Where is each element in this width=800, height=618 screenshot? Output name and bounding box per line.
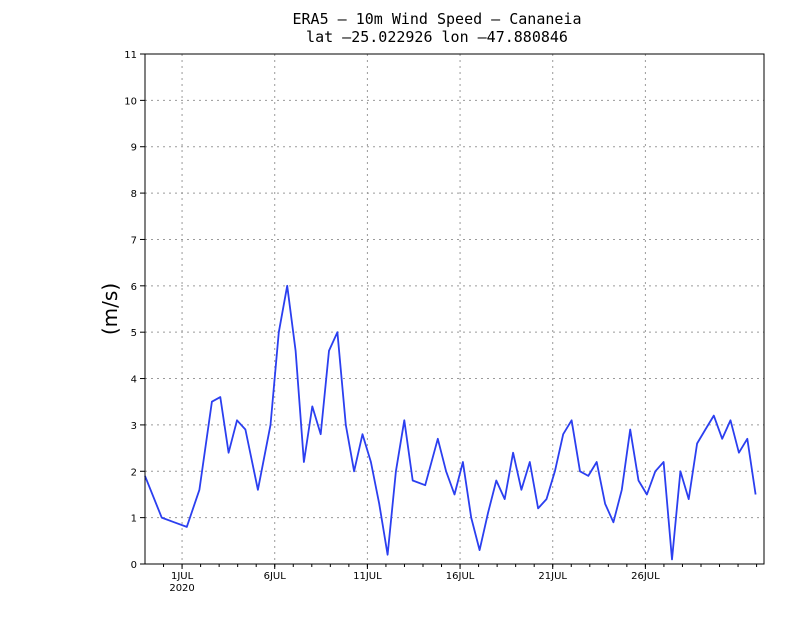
x-tick-sublabel: 2020 [169, 583, 194, 594]
x-tick-label: 16JUL [446, 571, 475, 582]
y-tick-label: 1 [131, 514, 137, 525]
chart-subtitle: lat –25.022926 lon –47.880846 [306, 28, 568, 46]
x-tick-label: 11JUL [353, 571, 382, 582]
series-line [144, 284, 757, 561]
x-tick-label: 21JUL [538, 571, 567, 582]
x-tick-label: 26JUL [631, 571, 660, 582]
plot-frame [144, 53, 765, 565]
y-axis-ticks: 0 1 2 3 4 5 6 7 8 9 10 11 [124, 50, 145, 571]
y-tick-label: 8 [131, 189, 137, 200]
chart-title: ERA5 – 10m Wind Speed – Cananeia [293, 10, 582, 28]
y-tick-label: 5 [131, 328, 137, 339]
x-axis-ticks: 1JUL20206JUL11JUL16JUL21JUL26JUL1AUG [163, 564, 758, 594]
y-axis-label: (m/s) [98, 283, 122, 335]
y-tick-label: 4 [131, 375, 137, 386]
y-tick-label: 3 [131, 421, 137, 432]
x-tick-label: 6JUL [264, 571, 287, 582]
grid-lines [145, 54, 764, 564]
y-tick-label: 7 [131, 235, 137, 246]
y-tick-label: 10 [124, 96, 137, 107]
y-tick-label: 6 [131, 282, 137, 293]
y-tick-label: 11 [124, 50, 137, 61]
y-tick-label: 9 [131, 143, 137, 154]
y-tick-label: 2 [131, 467, 137, 478]
x-tick-label: 1JUL [171, 571, 194, 582]
y-tick-label: 0 [131, 560, 137, 571]
